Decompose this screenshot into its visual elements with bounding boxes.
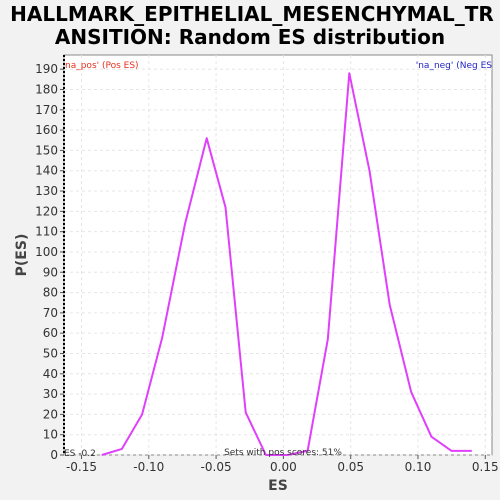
chart-title-line-1: HALLMARK_EPITHELIAL_MESENCHYMAL_TR [10, 2, 494, 26]
y-tick-label: 30 [43, 387, 58, 401]
y-tick-label: 140 [35, 164, 58, 178]
x-tick-label: 0.05 [337, 460, 364, 474]
y-tick-label: 190 [35, 62, 58, 76]
y-tick-label: 130 [35, 184, 58, 198]
y-tick-label: 60 [43, 326, 58, 340]
y-tick-label: 80 [43, 286, 58, 300]
y-tick-label: 120 [35, 204, 58, 218]
y-tick-label: 90 [43, 265, 58, 279]
y-tick-label: 50 [43, 346, 58, 360]
x-tick-label: 0.00 [270, 460, 297, 474]
chart-title-line-2: ANSITION: Random ES distribution [55, 25, 445, 49]
x-axis-label: ES [268, 478, 288, 494]
neg-label: 'na_neg' (Neg ES [416, 61, 493, 71]
y-axis-label: P(ES) [14, 234, 30, 277]
y-tick-label: 40 [43, 367, 58, 381]
y-tick-label: 10 [43, 428, 58, 442]
x-tick-label: -0.15 [66, 460, 97, 474]
y-tick-label: 110 [35, 225, 58, 239]
sets-label: Sets with pos scores: 51% [224, 448, 342, 458]
y-tick-label: 150 [35, 143, 58, 157]
pos-label: na_pos' (Pos ES) [65, 61, 139, 71]
plot-area [64, 55, 492, 455]
es-label: ES -0.2 [64, 449, 96, 459]
y-tick-label: 70 [43, 306, 58, 320]
x-tick-label: 0.10 [405, 460, 432, 474]
x-tick-label: 0.15 [472, 460, 499, 474]
y-tick-label: 20 [43, 407, 58, 421]
x-tick-label: -0.05 [201, 460, 232, 474]
y-tick-label: 160 [35, 123, 58, 137]
y-tick-label: 170 [35, 103, 58, 117]
y-tick-label: 100 [35, 245, 58, 259]
x-tick-label: -0.10 [133, 460, 164, 474]
y-tick-label: 180 [35, 83, 58, 97]
y-tick-label: 0 [50, 448, 58, 462]
